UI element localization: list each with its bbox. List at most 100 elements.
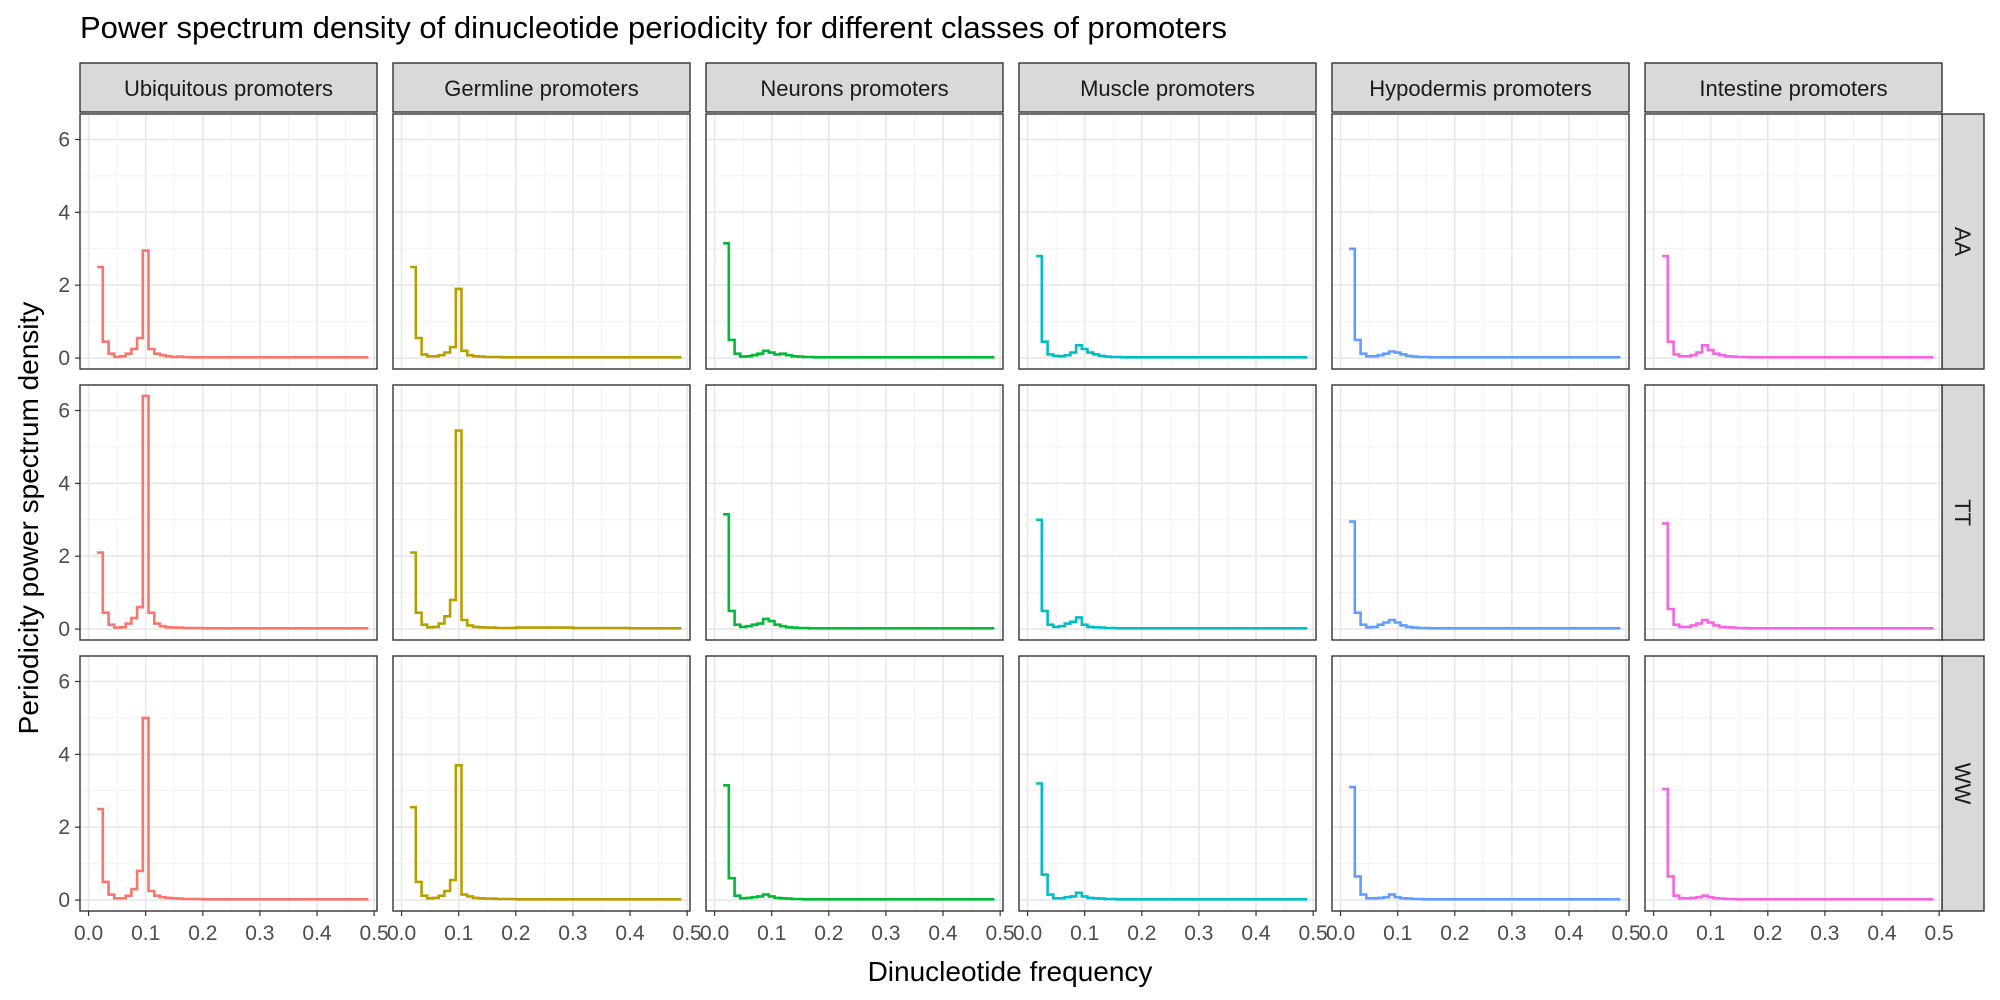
x-tick-label: 0.1 bbox=[444, 922, 473, 945]
x-tick-label: 0.4 bbox=[615, 922, 645, 945]
y-tick-label: 6 bbox=[58, 671, 70, 694]
x-tick-label: 0.0 bbox=[1639, 922, 1668, 945]
panel-background bbox=[1019, 385, 1316, 640]
facet-strip-label: Germline promoters bbox=[444, 76, 638, 101]
facet-strip-row-label: AA bbox=[1950, 227, 1975, 257]
panel-background bbox=[1645, 385, 1942, 640]
x-tick-label: 0.0 bbox=[74, 922, 103, 945]
y-tick-label: 4 bbox=[58, 743, 70, 766]
y-tick-label: 4 bbox=[58, 472, 70, 495]
series-line bbox=[410, 265, 682, 359]
series-line bbox=[97, 716, 369, 901]
x-tick-label: 0.5 bbox=[360, 922, 389, 945]
facet-strip-row-label: WW bbox=[1950, 763, 1975, 805]
x-tick-label: 0.4 bbox=[302, 922, 332, 945]
series-line bbox=[1349, 247, 1621, 359]
x-tick-label: 0.0 bbox=[1326, 922, 1355, 945]
facet-strip-label: Hypodermis promoters bbox=[1369, 76, 1592, 101]
panel-border bbox=[705, 655, 1004, 912]
series-line bbox=[1036, 782, 1308, 901]
facet-strip-row bbox=[1941, 113, 1985, 370]
y-tick-label: 6 bbox=[58, 129, 70, 152]
panel-border bbox=[392, 384, 691, 641]
y-tick-label: 6 bbox=[58, 400, 70, 423]
series-line bbox=[97, 394, 369, 630]
x-tick-label: 0.2 bbox=[1440, 922, 1469, 945]
x-tick-label: 0.2 bbox=[1127, 922, 1156, 945]
series-line bbox=[410, 764, 682, 901]
panel-background bbox=[1645, 114, 1942, 369]
panel-border bbox=[392, 113, 691, 370]
panel-background bbox=[80, 114, 377, 369]
facet-strip-label: Neurons promoters bbox=[760, 76, 948, 101]
panel-border bbox=[1331, 655, 1630, 912]
facet-strip-column bbox=[79, 62, 378, 113]
panel-background bbox=[393, 114, 690, 369]
x-tick-label: 0.4 bbox=[1867, 922, 1897, 945]
series-line bbox=[723, 513, 995, 630]
x-tick-label: 0.1 bbox=[1696, 922, 1725, 945]
x-tick-label: 0.0 bbox=[700, 922, 729, 945]
series-line bbox=[1662, 254, 1934, 359]
y-tick-label: 2 bbox=[58, 545, 70, 568]
y-axis-title: Periodicity power spectrum density bbox=[13, 302, 44, 735]
facet-strip-label: Ubiquitous promoters bbox=[124, 76, 333, 101]
x-tick-label: 0.1 bbox=[757, 922, 786, 945]
x-tick-label: 0.3 bbox=[871, 922, 900, 945]
series-line bbox=[1662, 787, 1934, 901]
panel-border bbox=[79, 655, 378, 912]
panel-border bbox=[1644, 655, 1943, 912]
chart-title: Power spectrum density of dinucleotide p… bbox=[80, 10, 1227, 45]
facet-strip-column bbox=[1331, 62, 1630, 113]
x-axis-title: Dinucleotide frequency bbox=[868, 956, 1153, 987]
panel-background bbox=[1332, 656, 1629, 911]
x-tick-label: 0.5 bbox=[1299, 922, 1328, 945]
x-tick-label: 0.5 bbox=[673, 922, 702, 945]
series-line bbox=[97, 249, 369, 359]
series-line bbox=[1036, 254, 1308, 359]
panel-background bbox=[1019, 114, 1316, 369]
panel-background bbox=[1332, 385, 1629, 640]
panel-border bbox=[1644, 384, 1943, 641]
facet-strip-column bbox=[1018, 62, 1317, 113]
x-tick-label: 0.0 bbox=[387, 922, 416, 945]
y-tick-label: 0 bbox=[58, 889, 70, 912]
series-line bbox=[723, 784, 995, 901]
x-tick-label: 0.2 bbox=[1753, 922, 1782, 945]
panel-background bbox=[393, 385, 690, 640]
x-tick-label: 0.1 bbox=[1070, 922, 1099, 945]
panel-border bbox=[705, 384, 1004, 641]
panel-background bbox=[1645, 656, 1942, 911]
x-tick-label: 0.5 bbox=[986, 922, 1015, 945]
y-tick-label: 2 bbox=[58, 816, 70, 839]
panel-border bbox=[1018, 384, 1317, 641]
x-tick-label: 0.4 bbox=[1554, 922, 1584, 945]
panel-border bbox=[1331, 113, 1630, 370]
x-tick-label: 0.3 bbox=[558, 922, 587, 945]
series-line bbox=[1349, 520, 1621, 630]
panel-border bbox=[1018, 655, 1317, 912]
x-tick-label: 0.3 bbox=[1497, 922, 1526, 945]
panel-background bbox=[1019, 656, 1316, 911]
series-line bbox=[723, 242, 995, 359]
y-tick-label: 4 bbox=[58, 201, 70, 224]
facet-strip-column bbox=[392, 62, 691, 113]
facet-grid: Ubiquitous promoters Germline promoters Ne… bbox=[58, 62, 1985, 945]
x-tick-label: 0.2 bbox=[188, 922, 217, 945]
facet-strip-label: Intestine promoters bbox=[1699, 76, 1887, 101]
x-tick-label: 0.3 bbox=[1810, 922, 1839, 945]
facet-strip-column bbox=[705, 62, 1004, 113]
x-tick-label: 0.1 bbox=[131, 922, 160, 945]
panel-border bbox=[705, 113, 1004, 370]
panel-background bbox=[1332, 114, 1629, 369]
panel-background bbox=[706, 114, 1003, 369]
facet-strip-label: Muscle promoters bbox=[1080, 76, 1255, 101]
panel-border bbox=[1644, 113, 1943, 370]
panel-border bbox=[79, 113, 378, 370]
panel-border bbox=[1331, 384, 1630, 641]
x-tick-label: 0.5 bbox=[1925, 922, 1954, 945]
panel-border bbox=[392, 655, 691, 912]
panel-background bbox=[80, 656, 377, 911]
x-tick-label: 0.3 bbox=[1184, 922, 1213, 945]
panel-background bbox=[80, 385, 377, 640]
